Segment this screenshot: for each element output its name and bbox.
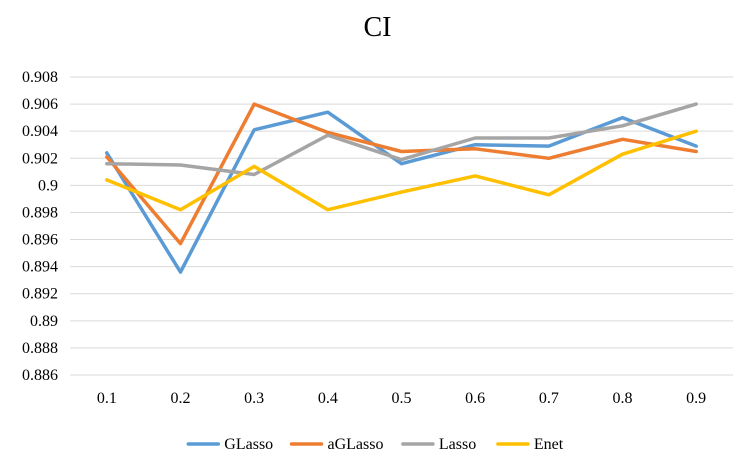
x-tick-label: 0.7 [539,390,559,407]
series-line-enet [105,129,698,212]
data-point [400,162,403,165]
data-point [400,150,403,153]
x-tick-label: 0.6 [465,390,485,407]
data-point [105,178,108,181]
x-tick-label: 0.1 [97,390,117,407]
legend-item-enet: Enet [496,436,564,453]
series-line-glasso [105,110,698,274]
data-point [326,208,329,211]
series-enet-group [105,129,698,212]
data-point [474,143,477,146]
grid-lines [70,76,733,349]
data-point [105,155,108,158]
data-point [474,136,477,139]
data-point [621,116,624,119]
data-point [621,124,624,127]
data-point [179,242,182,245]
y-axis-tick-labels: 0.886 0.888 0.89 0.892 0.894 0.896 0.898 0.9 0.9… [22,69,58,384]
legend-item-lasso: Lasso [401,436,476,453]
data-point [253,173,256,176]
y-tick-label: 0.9 [38,177,58,194]
data-point [695,130,698,133]
data-point [547,157,550,160]
data-point [253,103,256,106]
x-tick-label: 0.4 [318,390,338,407]
data-point [547,193,550,196]
series-glasso-group [105,110,698,274]
legend-label: GLasso [224,436,273,453]
series-line-lasso [105,102,698,177]
data-point [547,136,550,139]
data-point [474,147,477,150]
data-point [326,111,329,114]
x-tick-label: 0.2 [171,390,191,407]
legend-item-aglasso: aGLasso [289,436,384,453]
data-point [105,162,108,165]
y-tick-label: 0.892 [22,286,58,303]
y-tick-label: 0.896 [22,232,58,249]
data-point [179,164,182,167]
chart-title: CI [363,12,392,43]
data-point [695,103,698,106]
data-point [695,150,698,153]
data-point [621,138,624,141]
y-tick-label: 0.904 [22,123,58,140]
x-tick-label: 0.5 [392,390,412,407]
data-point [105,151,108,154]
y-tick-label: 0.902 [22,150,58,167]
y-tick-label: 0.898 [22,204,58,221]
data-point [547,145,550,148]
legend-label: Lasso [439,436,476,453]
data-point [253,128,256,131]
legend-label: aGLasso [328,436,384,453]
data-point [179,208,182,211]
x-axis-tick-labels: 0.1 0.2 0.3 0.4 0.5 0.6 0.7 0.8 0.9 [97,390,706,407]
data-point [326,134,329,137]
y-tick-label: 0.908 [22,69,58,86]
legend-label: Enet [534,436,564,453]
data-point [695,145,698,148]
legend-item-glasso: GLasso [186,436,273,453]
y-tick-label: 0.894 [22,259,58,276]
y-tick-label: 0.886 [22,367,58,384]
x-tick-label: 0.3 [244,390,264,407]
x-tick-label: 0.9 [686,390,706,407]
data-point [253,165,256,168]
series-lines [105,102,698,274]
y-tick-label: 0.906 [22,96,58,113]
data-point [474,174,477,177]
x-tick-label: 0.8 [613,390,633,407]
y-tick-label: 0.888 [22,340,58,357]
series-lasso-group [105,102,698,177]
data-point [621,153,624,156]
data-point [400,158,403,161]
data-point [179,271,182,274]
legend: GLasso aGLasso Lasso Enet [186,436,564,453]
y-tick-label: 0.89 [30,313,58,330]
data-point [400,191,403,194]
